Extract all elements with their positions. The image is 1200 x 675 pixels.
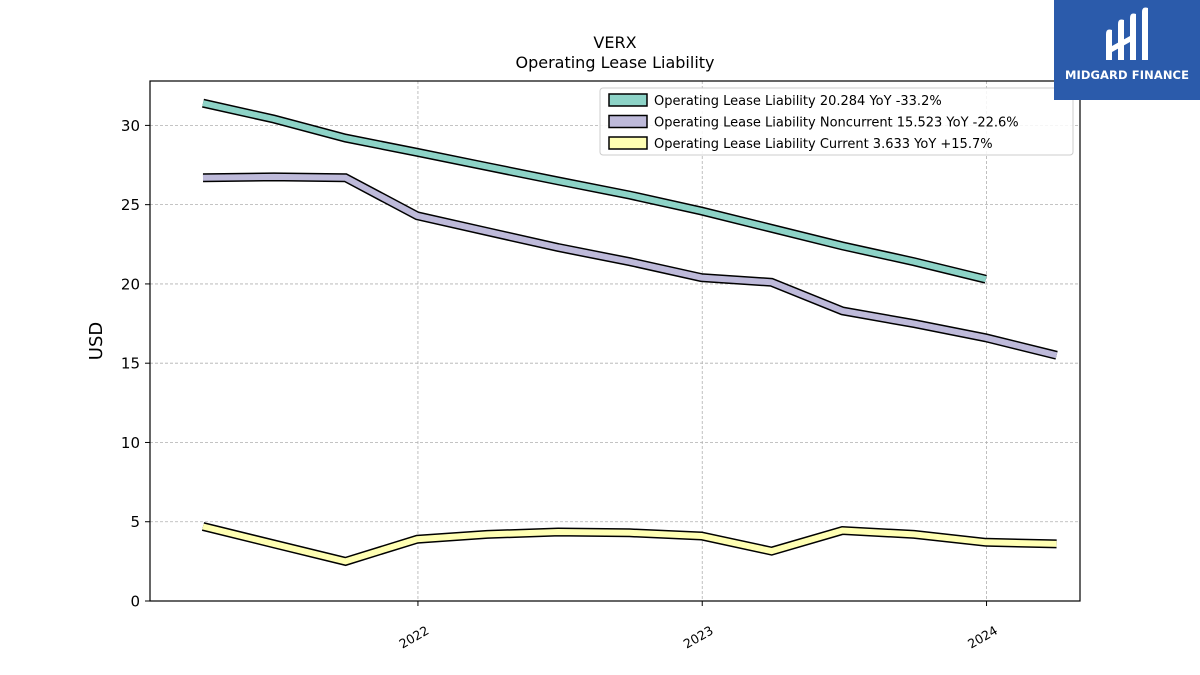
y-tick-label: 15: [121, 355, 140, 373]
y-tick-label: 20: [121, 275, 140, 293]
series-line-0: [202, 100, 987, 283]
y-tick-label: 0: [130, 593, 140, 611]
chart-subtitle: Operating Lease Liability: [515, 53, 714, 72]
plot-frame: [149, 80, 1081, 602]
legend-frame: [599, 87, 1074, 156]
logo-text: MIDGARD FINANCE: [1064, 68, 1190, 82]
x-tick-label: 2024: [965, 623, 1000, 652]
chart-title: VERX: [593, 33, 636, 52]
y-axis: 0 5 10 15 20 25 30: [121, 117, 150, 611]
legend-label-0: Operating Lease Liability 20.284 YoY -33…: [654, 94, 942, 109]
legend-swatch-0: [608, 93, 648, 107]
y-tick-label: 5: [130, 513, 140, 531]
legend-label-2: Operating Lease Liability Current 3.633 …: [654, 137, 993, 152]
x-tick-label: 2023: [681, 623, 716, 652]
y-tick-label: 30: [121, 117, 140, 135]
series-lines: [201, 98, 1058, 567]
series-line-2: [202, 523, 1057, 565]
x-axis: 2022 2023 2024: [396, 601, 1000, 652]
y-tick-label: 25: [121, 196, 140, 214]
y-tick-label: 10: [121, 434, 140, 452]
grid: [150, 81, 1080, 602]
x-tick-label: 2022: [396, 623, 431, 652]
legend: Operating Lease Liability 20.284 YoY -33…: [599, 87, 1074, 156]
logo-mark-icon: [1106, 7, 1148, 60]
legend-label-1: Operating Lease Liability Noncurrent 15.…: [654, 116, 1019, 131]
brand-logo: MIDGARD FINANCE: [1054, 0, 1200, 100]
y-axis-label: USD: [86, 322, 107, 360]
legend-swatch-2: [608, 136, 648, 150]
series-line-1: [202, 173, 1058, 359]
legend-swatch-1: [608, 114, 648, 129]
